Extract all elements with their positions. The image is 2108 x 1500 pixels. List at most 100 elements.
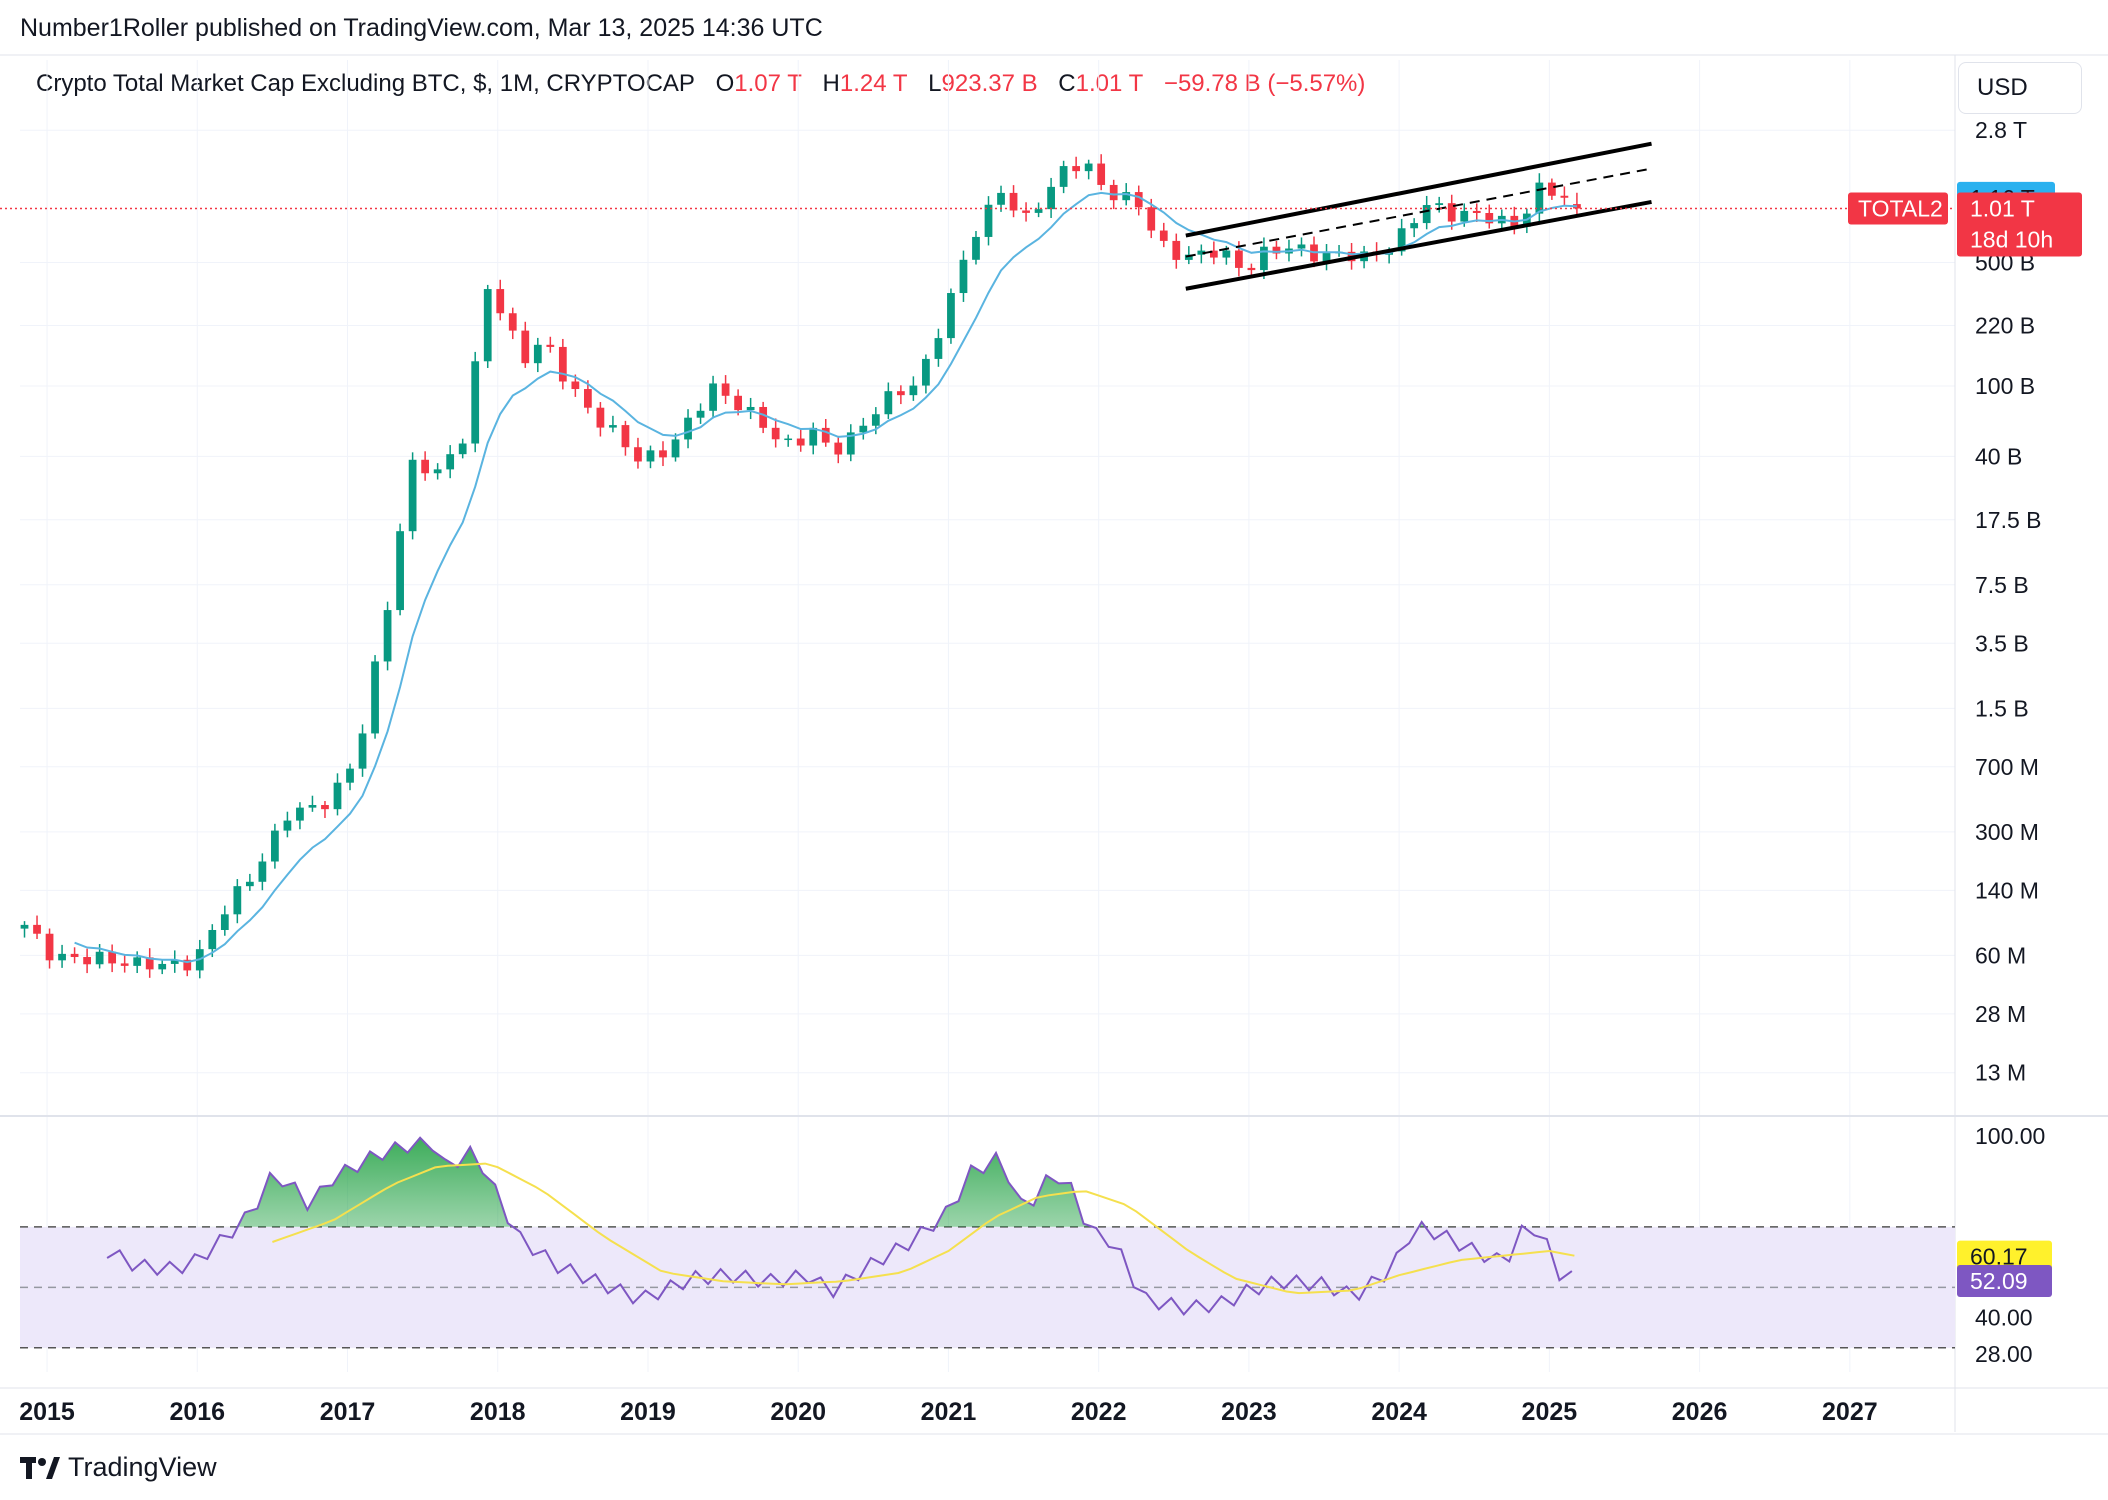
candle xyxy=(308,795,317,812)
candle-body xyxy=(984,204,993,237)
candle xyxy=(621,420,630,456)
candle-body xyxy=(58,953,66,961)
price-tick-label: 700 M xyxy=(1975,754,2039,780)
symbol-tag-box xyxy=(1848,192,1948,225)
candle-body xyxy=(859,425,868,433)
rsi-tick-label: 100.00 xyxy=(1975,1123,2045,1149)
candle xyxy=(233,879,242,924)
candle xyxy=(1009,185,1018,218)
candle xyxy=(258,853,267,891)
candle-body xyxy=(1435,203,1444,206)
candle-body xyxy=(1322,252,1331,262)
price-tick-label: 60 M xyxy=(1975,942,2026,968)
candle xyxy=(533,337,542,373)
candle xyxy=(1034,202,1043,218)
candle xyxy=(346,763,354,791)
candle xyxy=(421,451,430,481)
candle-body xyxy=(346,768,354,783)
candle xyxy=(646,445,655,469)
candle-body xyxy=(508,313,517,331)
rsi-ma-tag-box xyxy=(1957,1240,2052,1273)
candle-body xyxy=(1472,210,1481,214)
candle xyxy=(471,351,480,453)
candle-body xyxy=(1547,182,1556,196)
candle xyxy=(696,403,705,424)
candle-body xyxy=(846,432,855,455)
candle-body xyxy=(446,454,455,470)
symbol-tag: TOTAL2 xyxy=(1848,192,1948,225)
candle xyxy=(1422,195,1431,230)
legend-close-label: C xyxy=(1058,70,1076,97)
candle-body xyxy=(821,427,830,443)
channel-lower-line xyxy=(1185,199,1652,291)
candle xyxy=(271,823,279,869)
candle-body xyxy=(1059,166,1068,187)
candle-body xyxy=(133,957,142,966)
candle-body xyxy=(671,439,680,458)
candle-body xyxy=(533,344,542,364)
candle-body xyxy=(258,861,267,882)
candle xyxy=(1272,240,1281,260)
candle-body xyxy=(83,957,91,965)
candle xyxy=(1209,241,1218,265)
candle-body xyxy=(759,406,768,428)
candle-body xyxy=(746,406,755,411)
candle xyxy=(784,434,793,447)
legend-open-value: 1.07 T xyxy=(734,70,802,97)
price-tick-label: 17.5 B xyxy=(1975,507,2042,533)
candle-body xyxy=(245,881,254,887)
candle xyxy=(884,382,893,419)
candle-body xyxy=(208,929,217,950)
candle-body xyxy=(583,389,592,408)
tradingview-logo[interactable]: TradingView xyxy=(20,1452,217,1483)
candle-body xyxy=(596,407,605,428)
candle xyxy=(972,230,980,265)
candle xyxy=(1247,263,1256,275)
price-tick-label: 40 B xyxy=(1975,443,2022,469)
candle xyxy=(1047,177,1055,218)
year-label: 2015 xyxy=(19,1398,75,1426)
candle xyxy=(521,321,530,368)
candle xyxy=(220,905,229,936)
currency-button[interactable]: USD xyxy=(1958,62,2082,114)
candle-body xyxy=(834,442,843,455)
candle-body xyxy=(220,914,229,930)
candle xyxy=(83,948,91,974)
candle xyxy=(321,801,329,818)
price-tag-box xyxy=(1957,192,2082,257)
candle-body xyxy=(1209,250,1218,258)
candle xyxy=(609,415,617,433)
candle xyxy=(834,435,843,464)
candle-body xyxy=(934,338,943,359)
candle-body xyxy=(396,531,404,611)
candle-body xyxy=(183,959,192,971)
price-tick-label: 100 B xyxy=(1975,373,2035,399)
candle-body xyxy=(408,459,417,532)
candle xyxy=(1084,159,1093,180)
candle-body xyxy=(922,358,930,386)
candle xyxy=(70,947,79,964)
year-label: 2026 xyxy=(1672,1398,1728,1426)
rsi-tick-label: 40.00 xyxy=(1975,1305,2033,1331)
rsi-overbought-fill xyxy=(107,1137,1572,1227)
rsi-line xyxy=(106,1136,1573,1316)
candle-body xyxy=(95,951,104,965)
price-tick-label: 220 B xyxy=(1975,312,2035,338)
price-tick-label: 3.5 B xyxy=(1975,630,2029,656)
candle-body xyxy=(959,259,968,294)
price-tick-label: 1.5 B xyxy=(1975,695,2029,721)
candle-body xyxy=(371,661,379,734)
rsi-tag-box xyxy=(1957,1265,2052,1298)
legend-high-label: H xyxy=(822,70,840,97)
candle-body xyxy=(1297,244,1306,249)
candle-body xyxy=(521,330,530,364)
candle xyxy=(1535,173,1544,223)
candle xyxy=(1410,218,1419,238)
price-tag: 1.01 T 18d 10h xyxy=(1957,192,2082,257)
candle xyxy=(671,433,680,462)
candle-body xyxy=(684,417,692,440)
candle xyxy=(1547,178,1556,200)
ema-line xyxy=(74,191,1577,964)
candle xyxy=(1260,237,1268,280)
